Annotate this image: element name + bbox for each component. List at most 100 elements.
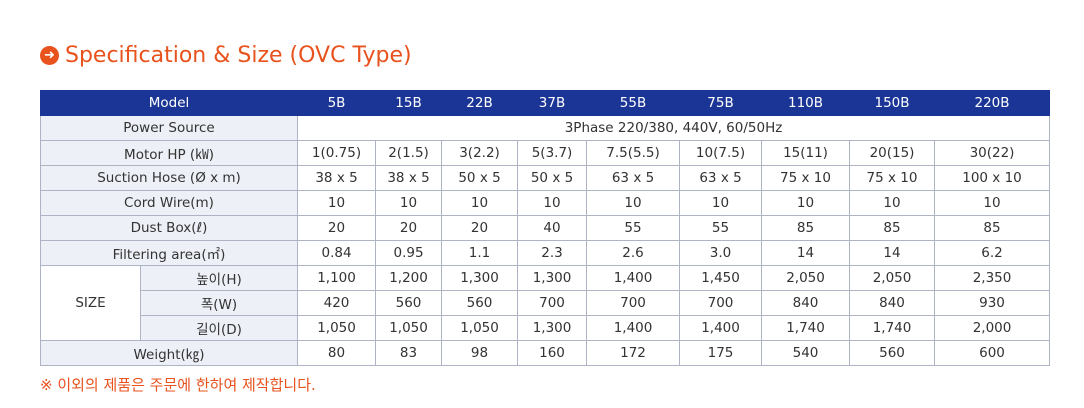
value-cell: 10: [934, 190, 1051, 216]
value-cell: 10: [586, 190, 681, 216]
table-row: Suction Hose (Ø x m) 38 x 5 38 x 5 50 x 5 50…: [39, 165, 1051, 191]
value-cell: 83: [375, 340, 443, 366]
value-cell: 840: [761, 290, 851, 316]
value-cell: 2.6: [586, 240, 681, 266]
value-cell: 1,300: [441, 265, 519, 291]
value-cell: 80: [297, 340, 377, 366]
value-cell: 560: [441, 290, 519, 316]
value-cell: 2,050: [761, 265, 851, 291]
value-cell: 2,000: [934, 315, 1051, 341]
footnote: ※ 이외의 제품은 주문에 한하여 제작합니다.: [40, 376, 316, 394]
row-label: Power Source: [39, 115, 299, 141]
table-row: 폭(W) 420 560 560 700 700 700 840 840 930: [41, 290, 1051, 316]
value-cell: 1,100: [297, 265, 377, 291]
value-cell: 560: [375, 290, 443, 316]
row-label: Suction Hose (Ø x m): [39, 165, 299, 191]
value-cell: 0.84: [297, 240, 377, 266]
size-dimension-label: 폭(W): [139, 290, 299, 316]
header-cell: 110B: [761, 90, 851, 116]
row-label: Filtering area(㎡): [39, 240, 299, 266]
value-cell: 14: [849, 240, 936, 266]
value-cell: 75 x 10: [849, 165, 936, 191]
value-cell: 85: [849, 215, 936, 241]
value-cell: 55: [679, 215, 763, 241]
value-cell: 63 x 5: [586, 165, 681, 191]
value-cell: 50 x 5: [517, 165, 588, 191]
spec-table: Model 5B 15B 22B 37B 55B 75B 110B 150B 2…: [39, 90, 1051, 366]
value-cell: 100 x 10: [934, 165, 1051, 191]
value-cell: 700: [517, 290, 588, 316]
row-label: Weight(㎏): [39, 340, 299, 366]
table-row: Cord Wire(m) 10 10 10 10 10 10 10 10 10: [39, 190, 1051, 216]
value-cell: 10: [761, 190, 851, 216]
value-cell: 420: [297, 290, 377, 316]
value-cell: 20: [441, 215, 519, 241]
value-cell: 20: [297, 215, 377, 241]
value-cell: 40: [517, 215, 588, 241]
value-cell: 1(0.75): [297, 140, 377, 166]
value-cell: 160: [517, 340, 588, 366]
value-cell: 3(2.2): [441, 140, 519, 166]
table-row: 길이(D) 1,050 1,050 1,050 1,300 1,400 1,400 1,740…: [41, 315, 1051, 341]
value-cell: 3.0: [679, 240, 763, 266]
value-cell: 1,200: [375, 265, 443, 291]
header-cell: 37B: [517, 90, 588, 116]
value-cell: 700: [586, 290, 681, 316]
value-cell: 20: [375, 215, 443, 241]
header-model: Model: [39, 90, 299, 116]
value-cell: 63 x 5: [679, 165, 763, 191]
value-cell: 55: [586, 215, 681, 241]
value-cell: 2,050: [849, 265, 936, 291]
table-row: SIZE 높이(H) 1,100 1,200 1,300 1,300 1,400 1,450 2…: [40, 265, 1051, 341]
value-cell: 1.1: [441, 240, 519, 266]
row-label: Motor HP (㎾): [39, 140, 299, 166]
value-cell: 10: [375, 190, 443, 216]
row-label: Cord Wire(m): [39, 190, 299, 216]
size-dimension-label: 높이(H): [139, 265, 299, 291]
value-cell: 2,350: [934, 265, 1051, 291]
row-label: Dust Box(ℓ): [39, 215, 299, 241]
size-dimension-label: 길이(D): [139, 315, 299, 341]
section-title-text: Specification & Size (OVC Type): [65, 42, 412, 68]
value-cell: 85: [761, 215, 851, 241]
value-cell: 10: [849, 190, 936, 216]
value-cell: 840: [849, 290, 936, 316]
value-cell: 38 x 5: [297, 165, 377, 191]
value-cell: 10: [517, 190, 588, 216]
header-cell: 150B: [849, 90, 936, 116]
header-cell: 55B: [586, 90, 681, 116]
value-cell: 1,740: [761, 315, 851, 341]
value-cell: 10: [297, 190, 377, 216]
table-row: Motor HP (㎾) 1(0.75) 2(1.5) 3(2.2) 5(3.7) 7.5…: [39, 140, 1051, 166]
value-cell: 5(3.7): [517, 140, 588, 166]
value-cell: 2.3: [517, 240, 588, 266]
value-cell: 15(11): [761, 140, 851, 166]
value-cell: 14: [761, 240, 851, 266]
header-cell: 5B: [297, 90, 377, 116]
table-row: Weight(㎏) 80 83 98 160 172 175 540 560 600: [39, 340, 1051, 366]
arrow-right-circle-icon: ➜: [40, 45, 59, 65]
value-cell: 1,400: [679, 315, 763, 341]
value-cell: 1,400: [586, 315, 681, 341]
value-cell: 7.5(5.5): [586, 140, 681, 166]
value-cell: 75 x 10: [761, 165, 851, 191]
value-cell: 560: [849, 340, 936, 366]
value-cell: 10(7.5): [679, 140, 763, 166]
value-cell: 930: [934, 290, 1051, 316]
value-cell: 1,400: [586, 265, 681, 291]
value-cell: 1,740: [849, 315, 936, 341]
size-group-label: SIZE: [40, 265, 141, 341]
value-cell: 1,300: [517, 265, 588, 291]
value-cell: 600: [934, 340, 1051, 366]
value-cell: 540: [761, 340, 851, 366]
value-cell: 20(15): [849, 140, 936, 166]
value-cell: 98: [441, 340, 519, 366]
value-cell: 38 x 5: [375, 165, 443, 191]
table-header-row: Model 5B 15B 22B 37B 55B 75B 110B 150B 2…: [39, 90, 1051, 116]
value-cell: 6.2: [934, 240, 1051, 266]
value-cell: 1,300: [517, 315, 588, 341]
value-cell: 172: [586, 340, 681, 366]
header-cell: 75B: [679, 90, 763, 116]
value-cell: 700: [679, 290, 763, 316]
value-cell: 1,050: [375, 315, 443, 341]
